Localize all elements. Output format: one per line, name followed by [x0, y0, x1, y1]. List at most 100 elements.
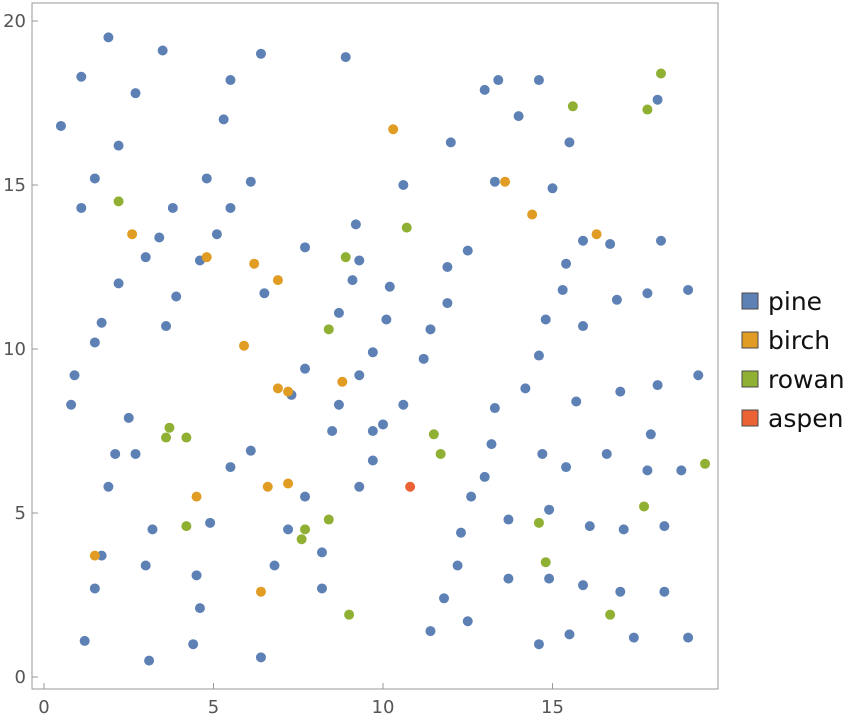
point-pine: [503, 514, 514, 525]
point-birch: [201, 252, 212, 263]
point-rowan: [655, 68, 666, 79]
point-pine: [533, 75, 544, 86]
point-pine: [645, 429, 656, 440]
point-pine: [354, 255, 365, 266]
point-pine: [130, 88, 141, 99]
point-pine: [154, 232, 165, 243]
point-pine: [188, 639, 199, 650]
point-birch: [89, 550, 100, 561]
point-pine: [157, 45, 168, 56]
point-pine: [147, 524, 158, 535]
point-birch: [527, 209, 538, 220]
point-pine: [578, 235, 589, 246]
point-rowan: [401, 222, 412, 233]
point-pine: [113, 278, 124, 289]
x-tick-label: 5: [208, 697, 219, 718]
point-pine: [123, 412, 134, 423]
legend-label-pine: pine: [768, 287, 822, 316]
point-pine: [425, 324, 436, 335]
plot-frame: [31, 2, 719, 690]
legend: pine birch rowan aspen: [741, 287, 845, 433]
point-rowan: [533, 517, 544, 528]
point-birch: [337, 376, 348, 387]
y-tick-label: 15: [3, 175, 26, 196]
point-pine: [683, 284, 694, 295]
point-pine: [300, 242, 311, 253]
point-pine: [113, 140, 124, 151]
point-pine: [201, 173, 212, 184]
legend-label-aspen: aspen: [768, 404, 843, 433]
point-pine: [628, 632, 639, 643]
legend-label-rowan: rowan: [768, 365, 845, 394]
point-pine: [76, 202, 87, 213]
point-pine: [367, 455, 378, 466]
point-pine: [76, 71, 87, 82]
point-pine: [316, 583, 327, 594]
point-pine: [452, 560, 463, 571]
point-pine: [89, 583, 100, 594]
point-pine: [571, 396, 582, 407]
point-pine: [89, 337, 100, 348]
point-pine: [418, 353, 429, 364]
point-pine: [211, 229, 222, 240]
point-pine: [503, 573, 514, 584]
point-pine: [225, 462, 236, 473]
point-pine: [225, 202, 236, 213]
point-birch: [388, 124, 399, 135]
point-rowan: [181, 432, 192, 443]
point-rowan: [540, 557, 551, 568]
point-pine: [537, 448, 548, 459]
point-pine: [693, 370, 704, 381]
point-pine: [683, 632, 694, 643]
point-pine: [194, 603, 205, 614]
point-birch: [283, 386, 294, 397]
point-pine: [655, 235, 666, 246]
point-pine: [367, 347, 378, 358]
point-pine: [255, 652, 266, 663]
point-pine: [601, 448, 612, 459]
point-pine: [642, 288, 653, 299]
point-pine: [191, 570, 202, 581]
point-pine: [103, 481, 114, 492]
point-pine: [479, 471, 490, 482]
point-pine: [130, 448, 141, 459]
point-pine: [520, 383, 531, 394]
y-tick-label: 0: [15, 667, 26, 688]
legend-swatch-rowan: [741, 370, 759, 388]
legend-swatch-pine: [741, 292, 759, 310]
point-pine: [584, 521, 595, 532]
point-pine: [171, 291, 182, 302]
point-pine: [161, 321, 172, 332]
point-pine: [316, 547, 327, 558]
point-pine: [489, 176, 500, 187]
point-pine: [140, 560, 151, 571]
point-aspen: [405, 481, 416, 492]
point-pine: [140, 252, 151, 263]
point-pine: [225, 75, 236, 86]
point-pine: [398, 180, 409, 190]
x-tick-label: 0: [38, 697, 49, 718]
point-pine: [513, 111, 524, 122]
point-pine: [540, 314, 551, 325]
point-pine: [479, 84, 490, 95]
point-rowan: [296, 534, 307, 545]
point-rowan: [164, 422, 175, 433]
point-birch: [127, 229, 138, 240]
point-pine: [489, 403, 500, 414]
point-pine: [659, 586, 670, 597]
point-pine: [79, 635, 90, 646]
point-pine: [378, 419, 388, 430]
point-pine: [69, 370, 80, 381]
point-pine: [533, 639, 544, 650]
point-birch: [255, 586, 266, 597]
point-pine: [96, 317, 107, 328]
point-pine: [676, 465, 687, 476]
point-pine: [557, 284, 568, 295]
point-pine: [578, 580, 589, 591]
point-pine: [55, 120, 66, 131]
point-rowan: [567, 101, 578, 112]
point-pine: [144, 655, 155, 666]
point-pine: [547, 183, 558, 194]
point-rowan: [181, 521, 192, 532]
point-pine: [110, 448, 121, 459]
